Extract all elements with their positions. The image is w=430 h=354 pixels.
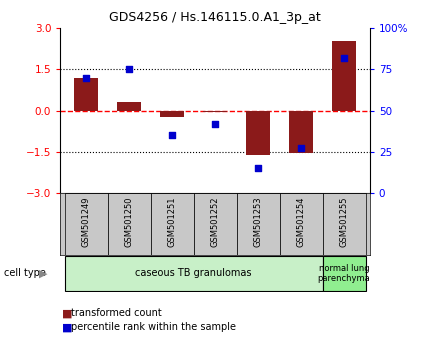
Bar [108,193,150,255]
Bar [64,256,322,291]
Bar [280,193,322,255]
Text: GSM501250: GSM501250 [125,196,133,246]
Text: GSM501255: GSM501255 [340,196,348,246]
Bar [194,193,236,255]
Text: GSM501253: GSM501253 [254,196,262,247]
Bar [160,111,184,118]
Bar [246,111,270,154]
Text: caseous TB granulomas: caseous TB granulomas [135,268,252,279]
Text: GSM501252: GSM501252 [211,196,219,246]
Text: percentile rank within the sample: percentile rank within the sample [71,322,236,332]
Bar [322,256,366,291]
Bar [74,78,98,111]
Bar [117,102,141,111]
Text: GSM501251: GSM501251 [168,196,176,246]
Bar [332,41,356,111]
Text: transformed count: transformed count [71,308,162,318]
Text: GDS4256 / Hs.146115.0.A1_3p_at: GDS4256 / Hs.146115.0.A1_3p_at [109,11,321,24]
Bar [64,193,108,255]
Text: normal lung
parenchyma: normal lung parenchyma [318,264,370,283]
Point [255,165,261,171]
Point [212,121,218,127]
Bar [203,111,227,112]
Point [298,145,304,151]
Text: ▶: ▶ [39,268,47,279]
Point [169,132,175,138]
Text: GSM501254: GSM501254 [297,196,305,246]
Bar [289,111,313,153]
Point [341,55,347,61]
Text: GSM501249: GSM501249 [82,196,90,246]
Text: cell type: cell type [4,268,46,279]
Point [126,67,132,72]
Text: ■: ■ [62,322,73,332]
Text: ■: ■ [62,308,73,318]
Bar [150,193,194,255]
Bar [322,193,366,255]
Point [83,75,89,81]
Bar [237,193,280,255]
